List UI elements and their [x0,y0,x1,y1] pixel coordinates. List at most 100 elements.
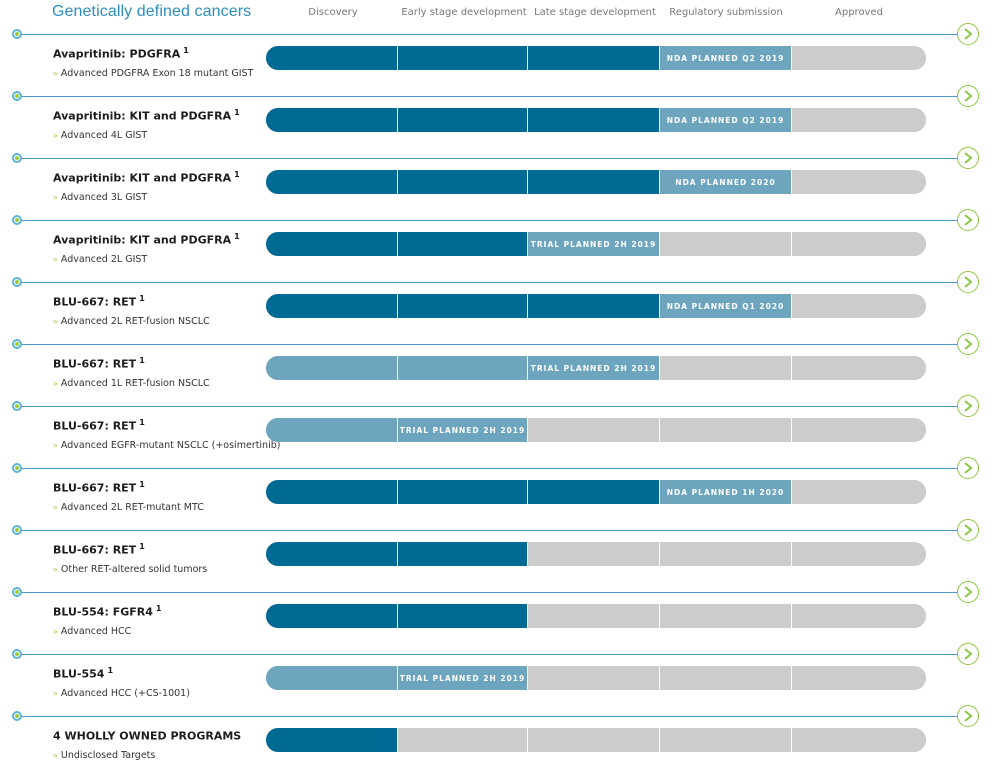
expand-chevron-icon[interactable] [957,395,979,417]
bullet-arrow-icon: » [53,69,58,78]
row-divider [18,158,966,159]
expand-chevron-icon[interactable] [957,147,979,169]
stage-header-discovery: Discovery [308,7,358,18]
stage-segment-light: NDA PLANNED Q2 2019 [660,46,792,70]
expand-chevron-icon[interactable] [957,209,979,231]
footnote-marker: 1 [139,480,145,489]
stage-segment-dark [398,604,528,628]
stage-segment-grey [792,728,926,752]
stage-segment-grey [792,356,926,380]
expand-chevron-icon[interactable] [957,705,979,727]
progress-bar: NDA PLANNED Q2 2019 [266,108,926,132]
program-row[interactable]: 4 WHOLLY OWNED PROGRAMS » Undisclosed Targ… [0,716,1000,778]
row-divider [18,344,966,345]
program-row[interactable]: BLU-667: RET 1 » Advanced 2L RET-fusion NSC… [0,282,1000,344]
stage-segment-grey [660,728,792,752]
progress-bar [266,728,926,752]
indication-text: Advanced 4L GIST [60,130,148,141]
footnote-marker: 1 [139,294,145,303]
bullet-arrow-icon: » [53,565,58,574]
program-name: BLU-667: RET 1 [53,418,145,433]
stage-segment-light: TRIAL PLANNED 2H 2019 [528,356,660,380]
section-title: Genetically defined cancers [52,3,252,20]
stage-segment-dark [398,480,528,504]
bullet-arrow-icon: » [53,689,58,698]
stage-segment-grey [528,542,660,566]
indication-text: Advanced 2L RET-fusion NSCLC [60,316,210,327]
stage-segment-light [266,356,398,380]
footnote-marker: 1 [139,418,145,427]
stage-segment-dark [266,728,398,752]
stage-segment-dark [528,46,660,70]
footnote-marker: 1 [139,356,145,365]
stage-segment-grey [660,542,792,566]
stage-segment-light: TRIAL PLANNED 2H 2019 [398,418,528,442]
program-name-text: BLU-667: RET [53,481,137,495]
expand-chevron-icon[interactable] [957,85,979,107]
program-row[interactable]: Avapritinib: KIT and PDGFRA 1 » Advanced 2L… [0,220,1000,282]
stage-segment-dark [398,108,528,132]
program-row[interactable]: Avapritinib: KIT and PDGFRA 1 » Advanced 3L… [0,158,1000,220]
expand-chevron-icon[interactable] [957,519,979,541]
program-name-text: BLU-667: RET [53,543,137,557]
timeline-dot-icon [12,463,22,473]
program-row[interactable]: Avapritinib: KIT and PDGFRA 1 » Advanced 4L… [0,96,1000,158]
timeline-dot-icon [12,277,22,287]
milestone-label: NDA PLANNED Q1 2020 [666,301,785,311]
expand-chevron-icon[interactable] [957,271,979,293]
bullet-arrow-icon: » [53,503,58,512]
program-row[interactable]: Avapritinib: PDGFRA 1 » Advanced PDGFRA Exo… [0,34,1000,96]
stage-segment-dark [398,232,528,256]
bullet-arrow-icon: » [53,441,58,450]
program-name-text: BLU-667: RET [53,357,137,371]
bullet-arrow-icon: » [53,255,58,264]
expand-chevron-icon[interactable] [957,643,979,665]
stage-segment-light: NDA PLANNED Q1 2020 [660,294,792,318]
program-name-text: Avapritinib: PDGFRA [53,47,181,61]
expand-chevron-icon[interactable] [957,581,979,603]
stage-segment-grey [660,356,792,380]
expand-chevron-icon[interactable] [957,457,979,479]
program-name: Avapritinib: PDGFRA 1 [53,46,189,61]
program-name-text: BLU-554: FGFR4 [53,605,153,619]
program-name: Avapritinib: KIT and PDGFRA 1 [53,170,240,185]
progress-bar: NDA PLANNED 1H 2020 [266,480,926,504]
bullet-arrow-icon: » [53,317,58,326]
stage-segment-dark [266,542,398,566]
stage-segment-grey [792,232,926,256]
expand-chevron-icon[interactable] [957,23,979,45]
indication-text: Undisclosed Targets [60,750,156,761]
program-name: BLU-554: FGFR4 1 [53,604,161,619]
program-name-text: Avapritinib: KIT and PDGFRA [53,233,232,247]
stage-segment-dark [266,294,398,318]
timeline-dot-icon [12,587,22,597]
progress-bar [266,604,926,628]
indication-text: Advanced 1L RET-fusion NSCLC [60,378,210,389]
stage-segment-dark [528,294,660,318]
stage-segment-grey [792,542,926,566]
milestone-label: TRIAL PLANNED 2H 2019 [399,673,526,683]
footnote-marker: 1 [183,46,189,55]
stage-segment-grey [792,108,926,132]
bullet-arrow-icon: » [53,751,58,760]
program-name-text: 4 WHOLLY OWNED PROGRAMS [53,729,242,743]
expand-chevron-icon[interactable] [957,333,979,355]
program-row[interactable]: BLU-554: FGFR4 1 » Advanced HCC [0,592,1000,654]
indication-text: Advanced PDGFRA Exon 18 mutant GIST [60,68,254,79]
stage-segment-dark [528,480,660,504]
row-divider [18,468,966,469]
stage-segment-light: NDA PLANNED 1H 2020 [660,480,792,504]
program-row[interactable]: BLU-667: RET 1 » Advanced EGFR-mutant NSCLC… [0,406,1000,468]
footnote-marker: 1 [155,604,162,613]
program-indication: » Advanced 2L RET-mutant MTC [53,502,204,513]
progress-bar: NDA PLANNED Q2 2019 [266,46,926,70]
program-row[interactable]: BLU-554 1 » Advanced HCC (+CS-1001) TRIAL PL… [0,654,1000,716]
program-row[interactable]: BLU-667: RET 1 » Other RET-altered solid tu… [0,530,1000,592]
timeline-dot-icon [12,649,22,659]
program-name-text: Avapritinib: KIT and PDGFRA [53,171,232,185]
program-row[interactable]: BLU-667: RET 1 » Advanced 1L RET-fusion NSC… [0,344,1000,406]
indication-text: Advanced HCC (+CS-1001) [60,688,190,699]
stage-segment-dark [266,46,398,70]
milestone-label: TRIAL PLANNED 2H 2019 [530,363,657,373]
program-row[interactable]: BLU-667: RET 1 » Advanced 2L RET-mutant MTC… [0,468,1000,530]
